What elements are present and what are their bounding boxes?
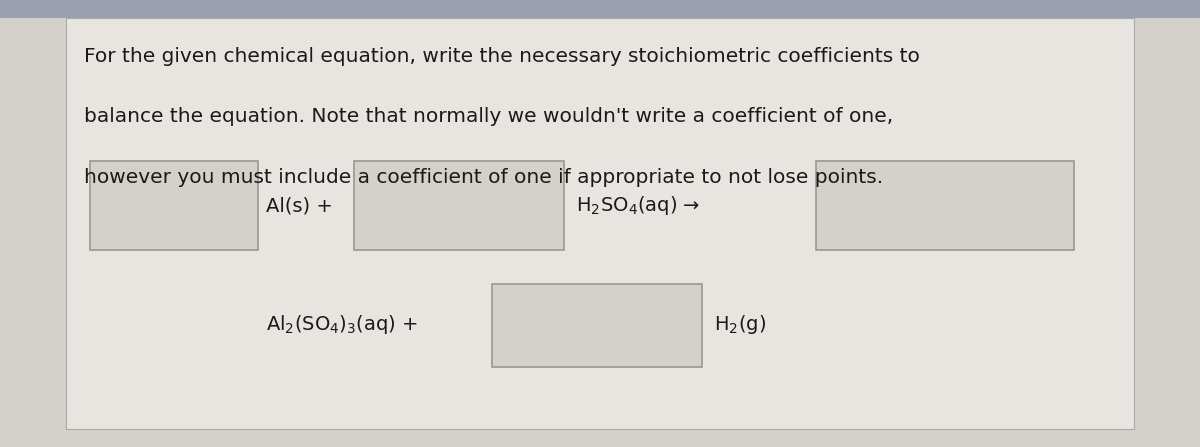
Bar — [0, 0, 1200, 18]
Bar — [816, 161, 1074, 250]
Bar — [492, 284, 702, 367]
Text: balance the equation. Note that normally we wouldn't write a coefficient of one,: balance the equation. Note that normally… — [84, 107, 893, 127]
Text: Al(s) +: Al(s) + — [266, 196, 334, 215]
Text: H$_2$SO$_4$(aq) →: H$_2$SO$_4$(aq) → — [576, 194, 701, 217]
Text: however you must include a coefficient of one if appropriate to not lose points.: however you must include a coefficient o… — [84, 168, 883, 187]
Text: For the given chemical equation, write the necessary stoichiometric coefficients: For the given chemical equation, write t… — [84, 47, 920, 66]
Text: Al$_2$(SO$_4$)$_3$(aq) +: Al$_2$(SO$_4$)$_3$(aq) + — [266, 312, 419, 336]
Bar — [354, 161, 564, 250]
Bar — [90, 161, 258, 250]
Text: H$_2$(g): H$_2$(g) — [714, 312, 766, 336]
Bar — [66, 18, 1134, 429]
